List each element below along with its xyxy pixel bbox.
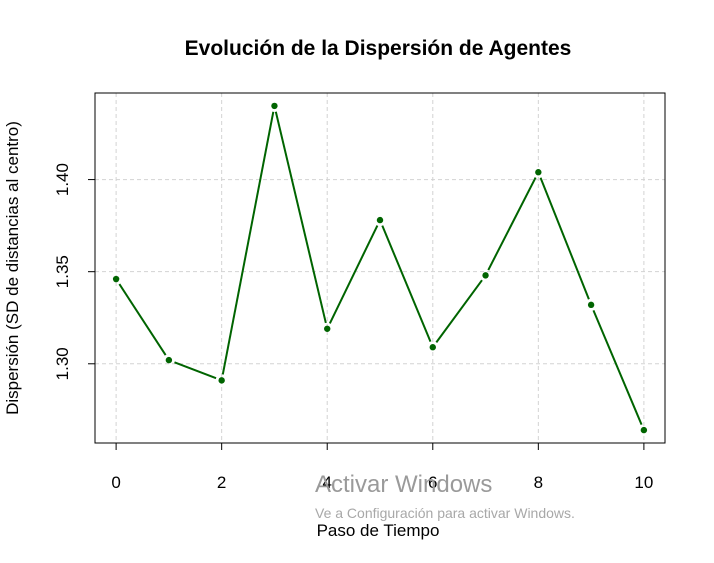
data-point (535, 169, 542, 176)
x-axis: 0 2 4 6 8 10 (111, 443, 653, 492)
y-tick-label: 1.30 (53, 347, 72, 380)
chart-title: Evolución de la Dispersión de Agentes (185, 37, 572, 60)
x-tick-label: 6 (428, 473, 437, 492)
data-point (376, 216, 384, 224)
grid (95, 93, 665, 443)
watermark-title: Activar Windows (315, 471, 492, 498)
line-segment (118, 283, 167, 356)
data-point (640, 426, 648, 434)
plot-area-border (94, 92, 666, 444)
line-segment (221, 111, 275, 375)
data-point (429, 344, 436, 351)
windows-activation-watermark: Activar Windows Ve a Configuración para … (315, 471, 575, 521)
y-axis: 1.30 1.35 1.40 (53, 163, 95, 380)
data-point (218, 377, 225, 384)
x-tick-label: 4 (322, 473, 331, 492)
x-tick-label: 0 (111, 473, 120, 492)
line-segment (274, 111, 327, 324)
line-segment (487, 177, 537, 271)
x-axis-label: Paso de Tiempo (317, 521, 440, 540)
data-point (482, 272, 489, 279)
data-point (587, 301, 595, 309)
line-segment (328, 225, 379, 324)
data-point (271, 102, 278, 110)
line-segment (539, 177, 590, 300)
y-tick-label: 1.35 (53, 255, 72, 288)
series-dispersion (112, 102, 648, 434)
line-segment (592, 309, 643, 425)
data-point (165, 356, 173, 364)
y-tick-label: 1.40 (53, 163, 72, 196)
x-tick-label: 2 (217, 473, 226, 492)
x-tick-label: 8 (534, 473, 543, 492)
line-segment (435, 279, 483, 343)
x-tick-label: 10 (634, 473, 653, 492)
line-segment (174, 361, 217, 380)
data-point (112, 275, 120, 283)
data-point (324, 325, 331, 332)
line-segment (381, 225, 432, 343)
watermark-subtitle: Ve a Configuración para activar Windows. (315, 505, 575, 521)
y-axis-label: Dispersión (SD de distancias al centro) (3, 121, 22, 415)
